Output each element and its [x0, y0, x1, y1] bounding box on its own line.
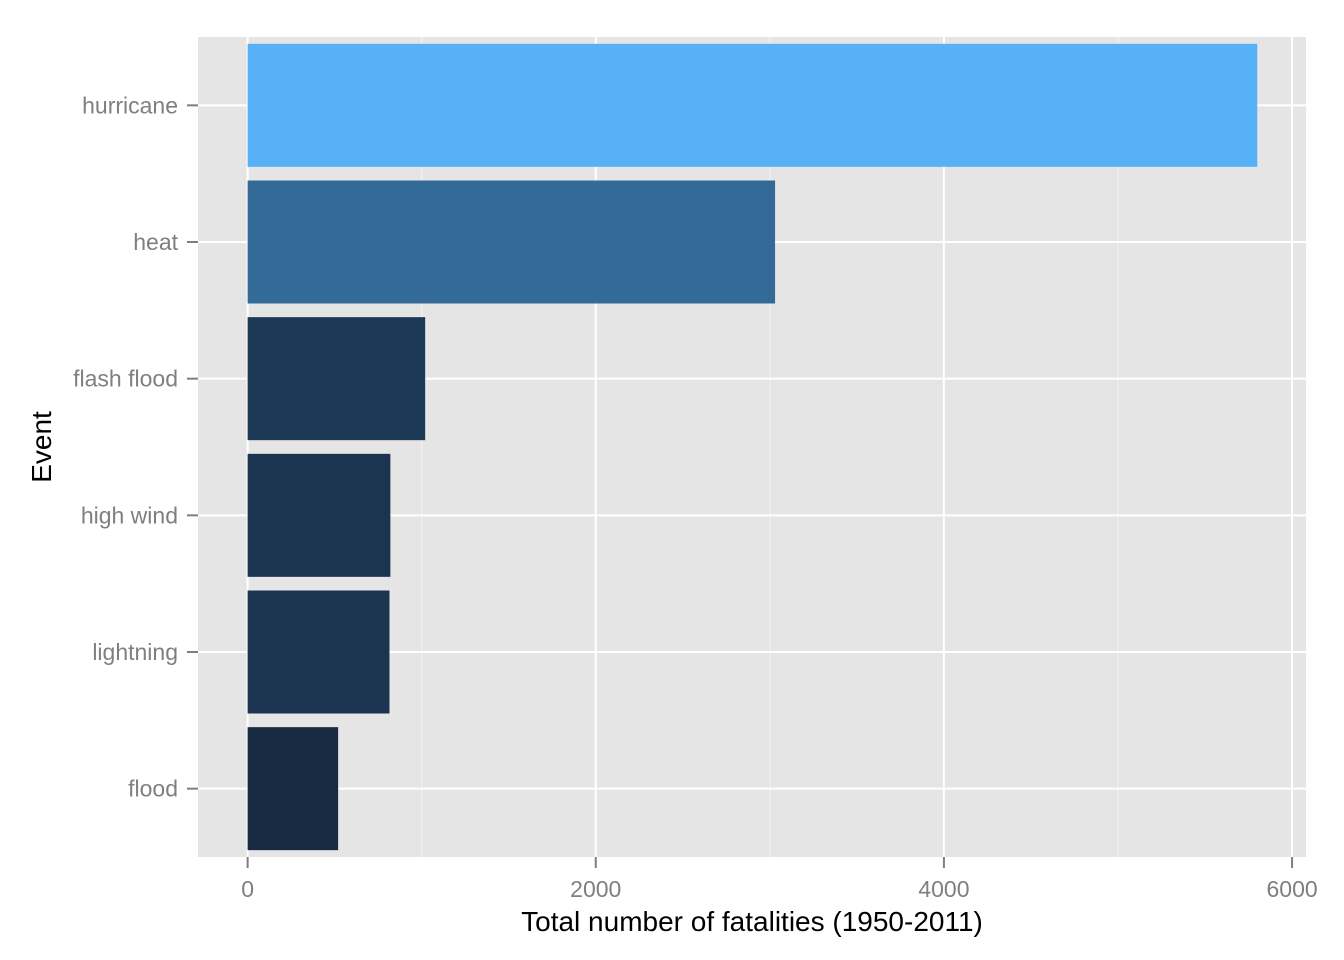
bar-high-wind	[247, 453, 391, 577]
y-axis: hurricane heat flash flood high wind lightni…	[73, 92, 198, 802]
plot-panel	[198, 37, 1306, 857]
y-tick-label: flood	[128, 776, 178, 802]
x-tick-label: 4000	[918, 876, 969, 902]
y-tick-label: high wind	[81, 502, 178, 528]
bar-flood	[247, 727, 339, 851]
y-tick-label: flash flood	[73, 366, 178, 392]
y-tick-label: hurricane	[82, 92, 178, 118]
bar-heat	[247, 180, 776, 304]
bar-hurricane	[247, 43, 1258, 167]
x-tick-label: 2000	[570, 876, 621, 902]
x-tick-label: 0	[241, 876, 254, 902]
bar-flash-flood	[247, 317, 426, 441]
x-tick-label: 6000	[1266, 876, 1317, 902]
x-axis: 0 2000 4000 6000	[241, 857, 1318, 902]
y-tick-label: heat	[133, 229, 178, 255]
bar-lightning	[247, 590, 390, 714]
y-axis-title: Event	[26, 411, 57, 483]
bars	[247, 43, 1258, 851]
minor-gridlines	[421, 37, 1119, 857]
x-axis-title: Total number of fatalities (1950-2011)	[521, 906, 983, 937]
y-tick-label: lightning	[92, 639, 178, 665]
